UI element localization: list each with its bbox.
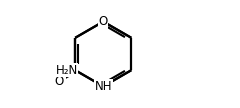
Text: O: O bbox=[54, 75, 63, 88]
Text: O: O bbox=[99, 15, 108, 28]
Text: H₂N: H₂N bbox=[55, 64, 78, 77]
Text: NH: NH bbox=[95, 80, 112, 93]
